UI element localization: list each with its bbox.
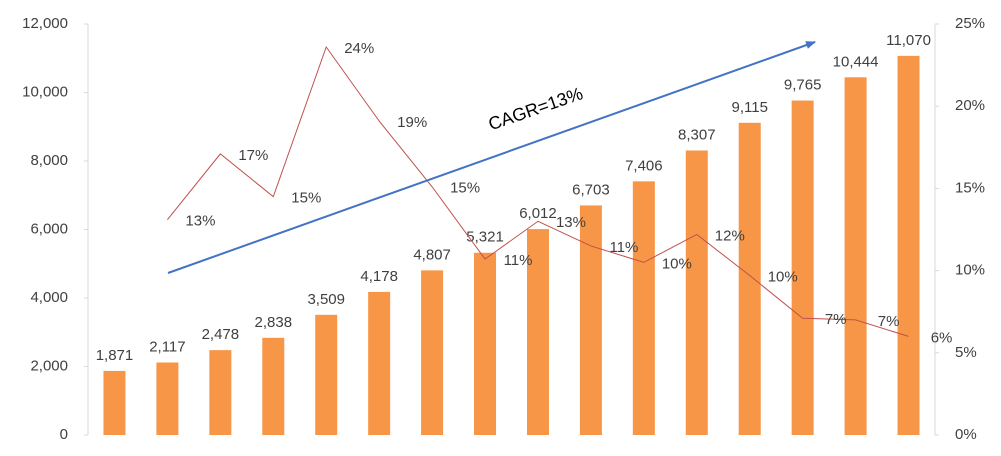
bar <box>474 252 497 435</box>
bar-label: 1,871 <box>96 347 134 364</box>
y2-tick-label: 0% <box>955 426 977 443</box>
bar <box>156 362 179 435</box>
line-label: 7% <box>825 311 847 328</box>
bar-label: 6,703 <box>572 181 610 198</box>
x-tick-label: 2014 <box>680 453 713 456</box>
bar <box>738 122 761 435</box>
cagr-arrow <box>167 41 816 274</box>
bar-label: 2,838 <box>255 314 293 331</box>
x-tick-label: 2011 <box>522 453 554 456</box>
line-label: 11% <box>504 252 533 269</box>
line-label: 13% <box>556 214 586 231</box>
line-label: 11% <box>609 239 638 256</box>
y-tick-label: 0 <box>60 426 68 443</box>
x-tick-label: 2016 <box>786 453 819 456</box>
bar-label: 2,117 <box>149 338 185 355</box>
bar-label: 3,509 <box>307 291 345 308</box>
line <box>167 45 909 337</box>
y-tick-label: 8,000 <box>30 152 68 169</box>
bar <box>579 205 602 435</box>
bar-label: 4,807 <box>413 246 451 263</box>
bar <box>315 314 338 435</box>
bar-label: 2,478 <box>202 326 240 343</box>
y-tick-label: 6,000 <box>30 220 68 237</box>
bar-label: 9,115 <box>732 99 768 116</box>
bar <box>844 77 867 435</box>
line-label: 12% <box>715 227 745 244</box>
x-tick-label: 2009 <box>415 453 448 456</box>
y2-tick-label: 15% <box>955 179 985 196</box>
y2-tick-label: 10% <box>955 262 985 279</box>
bar-label: 6,012 <box>519 205 557 222</box>
bar <box>421 270 444 435</box>
bar <box>526 229 549 435</box>
y-tick-label: 4,000 <box>30 289 68 306</box>
y-tick-label: 2,000 <box>30 357 68 374</box>
bar <box>632 181 655 435</box>
line-label: 7% <box>878 313 900 330</box>
bar <box>103 370 126 435</box>
annotation: CAGR=13% <box>486 83 586 134</box>
x-tick-label: 2017 <box>839 453 872 456</box>
line-label: 15% <box>291 190 321 207</box>
bar-label: 5,321 <box>466 229 504 246</box>
line-label: 17% <box>238 147 268 164</box>
y2-tick-label: 20% <box>955 97 985 114</box>
line-label: 24% <box>344 40 374 57</box>
bar-label: 11,070 <box>886 32 931 49</box>
x-tick-label: 2012 <box>574 453 607 456</box>
y-tick-label: 10,000 <box>22 83 68 100</box>
bar-label: 4,178 <box>360 268 398 285</box>
line-label: 6% <box>931 329 953 346</box>
bar <box>685 150 708 436</box>
bar <box>791 100 814 435</box>
x-tick-label: 2007 <box>310 453 343 456</box>
x-tick-label: 2013 <box>627 453 660 456</box>
x-tick-label: 2015 <box>733 453 766 456</box>
bar <box>368 291 391 435</box>
line-label: 10% <box>768 269 798 286</box>
x-tick-label: 2008 <box>362 453 395 456</box>
bar <box>262 337 285 435</box>
bar-label: 8,307 <box>678 126 716 143</box>
x-tick-label: 2003 <box>98 453 131 456</box>
bar <box>897 55 920 435</box>
bar-label: 9,765 <box>784 77 822 94</box>
y2-tick-label: 5% <box>955 344 977 361</box>
line-label: 15% <box>450 180 480 197</box>
x-tick-label: 2010 <box>468 453 501 456</box>
line-label: 10% <box>662 255 692 272</box>
bar-label: 10,444 <box>833 53 879 70</box>
x-tick-label: 2006 <box>257 453 290 456</box>
x-tick-label: 2004 <box>151 453 184 456</box>
y-tick-label: 12,000 <box>22 15 68 32</box>
line-label: 19% <box>397 114 427 131</box>
bar-label: 7,406 <box>625 157 663 174</box>
y2-tick-label: 25% <box>955 15 985 32</box>
line-label: 13% <box>185 213 215 230</box>
bar <box>209 350 232 435</box>
x-tick-label: 2018 <box>892 453 925 456</box>
x-tick-label: 2005 <box>204 453 237 456</box>
